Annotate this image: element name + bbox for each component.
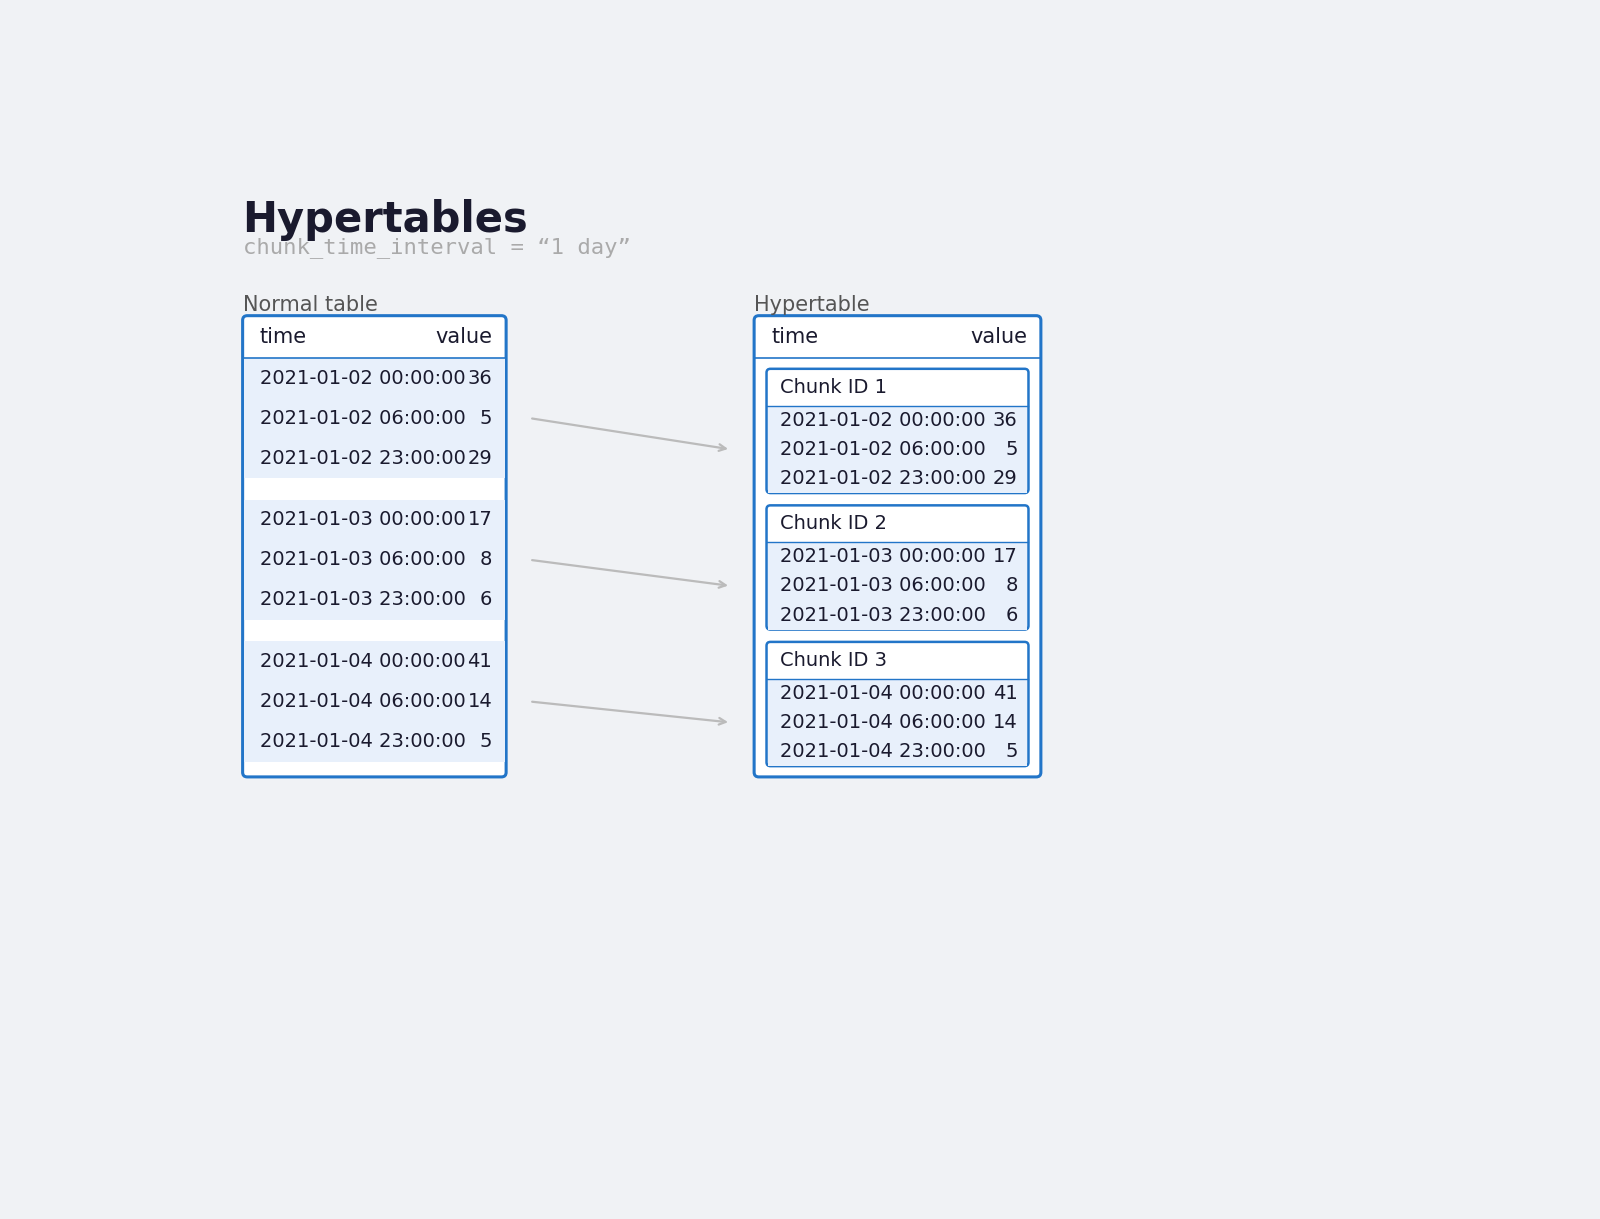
Text: 6: 6 (480, 590, 493, 610)
Text: 5: 5 (480, 731, 493, 751)
Text: Chunk ID 2: Chunk ID 2 (781, 514, 888, 534)
Text: 36: 36 (994, 411, 1018, 430)
Text: time: time (259, 327, 307, 347)
Text: 2021-01-03 06:00:00: 2021-01-03 06:00:00 (259, 550, 466, 569)
Text: Hypertables: Hypertables (243, 199, 528, 240)
Text: 2021-01-03 00:00:00: 2021-01-03 00:00:00 (781, 547, 986, 567)
FancyBboxPatch shape (766, 369, 1029, 492)
Text: 41: 41 (994, 684, 1018, 703)
Text: 2021-01-03 00:00:00: 2021-01-03 00:00:00 (259, 511, 466, 529)
Text: value: value (970, 327, 1027, 347)
Text: 2021-01-03 23:00:00: 2021-01-03 23:00:00 (781, 606, 986, 624)
Bar (768, 542, 1027, 629)
Text: 5: 5 (1005, 742, 1018, 761)
Text: 14: 14 (994, 713, 1018, 731)
Text: time: time (771, 327, 818, 347)
Text: Chunk ID 3: Chunk ID 3 (781, 651, 888, 670)
Text: 2021-01-04 23:00:00: 2021-01-04 23:00:00 (781, 742, 986, 761)
Text: 29: 29 (467, 449, 493, 468)
Text: 2021-01-02 00:00:00: 2021-01-02 00:00:00 (781, 411, 986, 430)
Text: Normal table: Normal table (243, 295, 378, 315)
Text: 2021-01-04 23:00:00: 2021-01-04 23:00:00 (259, 731, 466, 751)
FancyBboxPatch shape (766, 642, 1029, 766)
Text: value: value (435, 327, 493, 347)
Text: 2021-01-02 23:00:00: 2021-01-02 23:00:00 (259, 449, 466, 468)
FancyBboxPatch shape (243, 316, 506, 777)
Text: 2021-01-02 06:00:00: 2021-01-02 06:00:00 (259, 408, 466, 428)
Text: 2021-01-03 06:00:00: 2021-01-03 06:00:00 (781, 577, 986, 595)
Text: 41: 41 (467, 652, 493, 670)
Text: 6: 6 (1005, 606, 1018, 624)
Text: 2021-01-03 23:00:00: 2021-01-03 23:00:00 (259, 590, 466, 610)
Text: 8: 8 (1005, 577, 1018, 595)
Text: 2021-01-04 00:00:00: 2021-01-04 00:00:00 (781, 684, 986, 703)
Text: 2021-01-04 06:00:00: 2021-01-04 06:00:00 (781, 713, 986, 731)
Text: 2021-01-02 23:00:00: 2021-01-02 23:00:00 (781, 469, 986, 488)
Text: chunk_time_interval = “1 day”: chunk_time_interval = “1 day” (243, 238, 630, 258)
Text: 14: 14 (467, 692, 493, 711)
Text: 29: 29 (994, 469, 1018, 488)
Bar (245, 358, 504, 478)
Text: Chunk ID 1: Chunk ID 1 (781, 378, 888, 397)
Text: 2021-01-04 00:00:00: 2021-01-04 00:00:00 (259, 652, 466, 670)
Text: 2021-01-02 06:00:00: 2021-01-02 06:00:00 (781, 440, 986, 458)
Text: 5: 5 (1005, 440, 1018, 458)
FancyBboxPatch shape (766, 506, 1029, 629)
Bar (245, 500, 504, 619)
Text: 2021-01-02 00:00:00: 2021-01-02 00:00:00 (259, 368, 466, 388)
Bar (768, 406, 1027, 492)
Text: Hypertable: Hypertable (754, 295, 870, 315)
Bar (245, 641, 504, 762)
Text: 5: 5 (480, 408, 493, 428)
Bar (768, 679, 1027, 766)
Text: 17: 17 (467, 511, 493, 529)
Text: 2021-01-04 06:00:00: 2021-01-04 06:00:00 (259, 692, 466, 711)
Text: 17: 17 (994, 547, 1018, 567)
FancyBboxPatch shape (754, 316, 1042, 777)
Text: 36: 36 (467, 368, 493, 388)
Text: 8: 8 (480, 550, 493, 569)
